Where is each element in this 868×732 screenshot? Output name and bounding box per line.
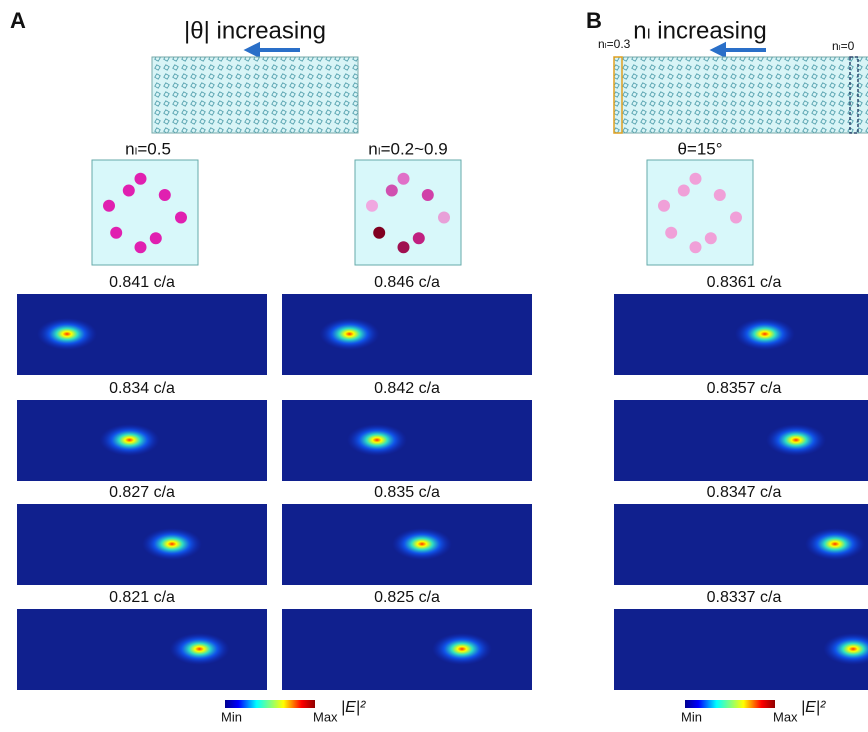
frequency-label: 0.8357 c/a [707, 380, 782, 397]
dot [705, 232, 717, 244]
field-spot [392, 528, 452, 560]
column-label: θ=15° [677, 139, 722, 158]
frequency-label: 0.821 c/a [109, 589, 175, 606]
panel-letter: A [10, 8, 26, 33]
field-spot [170, 633, 230, 665]
dot [690, 241, 702, 253]
dot [110, 227, 122, 239]
field-spot [432, 633, 492, 665]
panel-letter: B [586, 8, 602, 33]
colorbar-quantity: |E|² [801, 699, 826, 716]
dot [690, 173, 702, 185]
column-label: nₗ=0.5 [125, 139, 171, 158]
lattice [614, 57, 868, 133]
frequency-label: 0.8361 c/a [707, 274, 782, 291]
frequency-label: 0.842 c/a [374, 380, 440, 397]
dot [123, 185, 135, 197]
field-spot [766, 424, 826, 456]
colorbar-min: Min [221, 709, 242, 724]
colorbar-max: Max [773, 709, 798, 724]
dot [159, 189, 171, 201]
arrow [714, 45, 766, 55]
field-map [282, 609, 532, 690]
dot [366, 200, 378, 212]
dot [665, 227, 677, 239]
colorbar [685, 700, 775, 708]
field-spot [347, 424, 407, 456]
frequency-label: 0.825 c/a [374, 589, 440, 606]
frequency-label: 0.834 c/a [109, 380, 175, 397]
colorbar-max: Max [313, 709, 338, 724]
dot [413, 232, 425, 244]
dot [422, 189, 434, 201]
field-spot [320, 318, 380, 350]
colorbar-quantity: |E|² [341, 699, 366, 716]
frequency-label: 0.846 c/a [374, 274, 440, 291]
field-spot [735, 318, 795, 350]
dot [398, 241, 410, 253]
lattice [152, 57, 358, 133]
frequency-label: 0.835 c/a [374, 484, 440, 501]
field-map [282, 294, 532, 375]
dot [386, 185, 398, 197]
panel-title: |θ| increasing [184, 17, 326, 44]
dot [398, 173, 410, 185]
dot [135, 173, 147, 185]
dot [373, 227, 385, 239]
dot [103, 200, 115, 212]
dot [714, 189, 726, 201]
field-map [17, 504, 267, 585]
field-map [614, 400, 868, 481]
colorbar-min: Min [681, 709, 702, 724]
dot [175, 212, 187, 224]
colorbar [225, 700, 315, 708]
dot [658, 200, 670, 212]
field-spot [805, 528, 865, 560]
field-spot [100, 424, 160, 456]
frequency-label: 0.8337 c/a [707, 589, 782, 606]
field-spot [37, 318, 97, 350]
dot [678, 185, 690, 197]
boundary-label: nₗ=0 [832, 39, 855, 53]
dot [150, 232, 162, 244]
field-map [282, 400, 532, 481]
frequency-label: 0.841 c/a [109, 274, 175, 291]
dot [135, 241, 147, 253]
dot [438, 212, 450, 224]
frequency-label: 0.827 c/a [109, 484, 175, 501]
panel-title: nₗ increasing [633, 17, 766, 44]
column-label: nₗ=0.2~0.9 [368, 139, 447, 158]
boundary-label: nₗ=0.3 [598, 37, 631, 51]
frequency-label: 0.8347 c/a [707, 484, 782, 501]
figure: A |θ| increasing B nₗ increasing nₗ=0.3 … [0, 0, 868, 727]
field-map [17, 609, 267, 690]
dot [730, 212, 742, 224]
arrow [248, 45, 300, 55]
field-spot [142, 528, 202, 560]
